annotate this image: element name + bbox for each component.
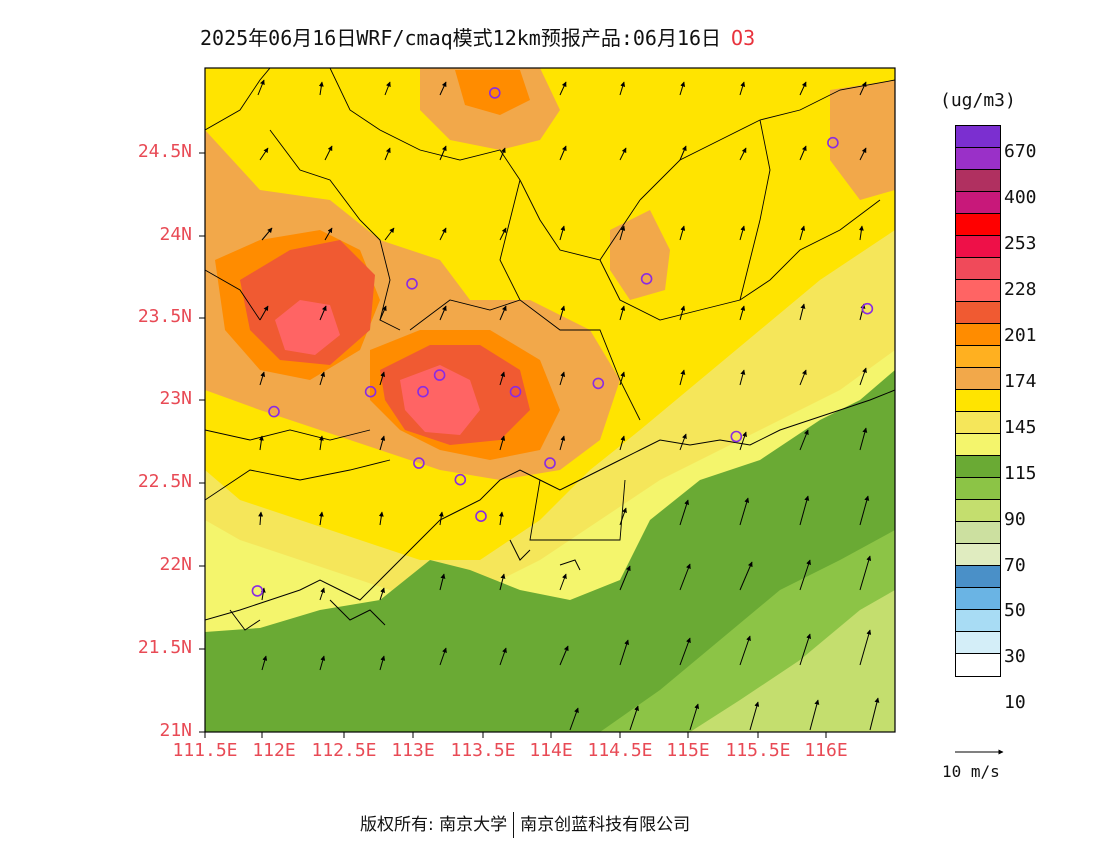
lon-label: 115E	[666, 740, 710, 761]
axis-ticks	[199, 152, 827, 738]
species-label: O3	[731, 26, 756, 50]
wind-reference-label: 10 m/s	[942, 762, 1000, 781]
lon-label: 114.5E	[587, 740, 653, 761]
legend-label: 174	[1004, 371, 1037, 392]
legend-label: 50	[1004, 600, 1026, 621]
legend-label: 10	[1004, 692, 1026, 713]
legend-label: 228	[1004, 279, 1037, 300]
station-marker	[861, 302, 874, 315]
lon-label: 111.5E	[172, 740, 238, 761]
coastline	[205, 389, 895, 631]
copyright-left: 版权所有: 南京大学	[360, 815, 508, 835]
legend-swatch	[956, 390, 1000, 412]
legend-swatch	[956, 412, 1000, 434]
legend-swatch	[956, 148, 1000, 170]
copyright: 版权所有: 南京大学 南京创蓝科技有限公司	[360, 810, 690, 838]
legend-swatch	[956, 368, 1000, 390]
station-marker	[827, 136, 839, 149]
lon-label: 114E	[529, 740, 573, 761]
lat-label: 21N	[159, 720, 192, 741]
legend-label: 400	[1004, 187, 1037, 208]
lat-label: 24N	[159, 224, 192, 245]
legend-swatch	[956, 236, 1000, 258]
lat-label: 24.5N	[137, 141, 192, 162]
legend-swatch	[956, 632, 1000, 654]
lon-label: 116E	[804, 740, 848, 761]
legend-unit: (ug/m3)	[940, 90, 1016, 111]
lon-label: 113.5E	[450, 740, 516, 761]
legend-swatch	[956, 500, 1000, 522]
color-legend	[955, 125, 1001, 677]
legend-swatch	[956, 522, 1000, 544]
lat-label: 23N	[159, 388, 192, 409]
legend-swatch	[956, 478, 1000, 500]
lon-label: 112.5E	[311, 740, 377, 761]
legend-swatch	[956, 346, 1000, 368]
legend-swatch	[956, 566, 1000, 588]
legend-swatch	[956, 126, 1000, 148]
legend-swatch	[956, 654, 1000, 676]
station-marker	[454, 473, 467, 486]
legend-swatch	[956, 214, 1000, 236]
legend-label: 115	[1004, 463, 1037, 484]
legend-label: 201	[1004, 325, 1037, 346]
wind-vectors	[257, 79, 880, 731]
station-marker	[417, 385, 429, 398]
station-marker	[268, 405, 280, 418]
concentration-field	[205, 68, 895, 732]
lon-label: 112E	[252, 740, 296, 761]
station-marker	[364, 385, 377, 398]
map-title: 2025年06月16日WRF/cmaq模式12km预报产品:06月16日 O3	[200, 22, 755, 51]
legend-swatch	[956, 280, 1000, 302]
station-marker	[640, 272, 653, 285]
legend-swatch	[956, 434, 1000, 456]
legend-swatch	[956, 192, 1000, 214]
legend-swatch	[956, 588, 1000, 610]
legend-swatch	[956, 456, 1000, 478]
lat-label: 21.5N	[137, 637, 192, 658]
title-text: 2025年06月16日WRF/cmaq模式12km预报产品:06月16日	[200, 26, 722, 50]
lon-label: 115.5E	[725, 740, 791, 761]
copyright-right: 南京创蓝科技有限公司	[520, 815, 691, 835]
legend-swatch	[956, 170, 1000, 192]
legend-swatch	[956, 324, 1000, 346]
legend-swatch	[956, 258, 1000, 280]
copyright-divider	[513, 812, 515, 838]
station-marker	[509, 385, 522, 398]
station-marker	[413, 457, 425, 469]
station-markers	[251, 87, 874, 597]
station-marker	[251, 585, 264, 597]
station-marker	[433, 369, 446, 381]
legend-label: 30	[1004, 646, 1026, 667]
legend-label: 253	[1004, 233, 1037, 254]
legend-label: 145	[1004, 417, 1037, 438]
station-marker	[406, 277, 418, 290]
legend-label: 90	[1004, 509, 1026, 530]
legend-label: 670	[1004, 141, 1037, 162]
legend-swatch	[956, 610, 1000, 632]
station-marker	[475, 510, 487, 523]
station-marker	[544, 457, 556, 469]
lon-label: 113E	[391, 740, 435, 761]
station-marker	[730, 430, 743, 443]
legend-swatch	[956, 544, 1000, 566]
legend-swatch	[956, 302, 1000, 324]
legend-label: 70	[1004, 555, 1026, 576]
lat-label: 22N	[159, 554, 192, 575]
lat-label: 23.5N	[137, 306, 192, 327]
lat-label: 22.5N	[137, 471, 192, 492]
station-marker	[592, 377, 605, 390]
station-marker	[488, 87, 501, 99]
